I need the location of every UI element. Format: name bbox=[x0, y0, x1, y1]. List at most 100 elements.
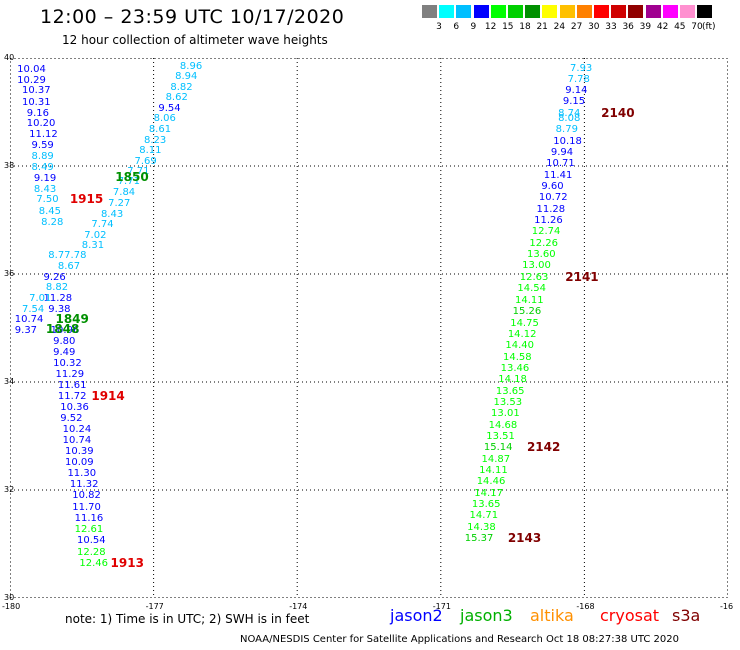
page-subtitle: 12 hour collection of altimeter wave hei… bbox=[62, 33, 328, 47]
swh-value: 10.82 bbox=[72, 490, 101, 502]
swh-value: 8.96 bbox=[179, 60, 203, 72]
swh-value: 10.36 bbox=[60, 401, 89, 413]
scale-label: 18 bbox=[519, 22, 531, 32]
swh-value: 8.49 bbox=[31, 162, 54, 174]
lon-tick-label: -174 bbox=[289, 602, 308, 611]
swh-value: 10.39 bbox=[65, 445, 94, 457]
swh-value: 8.43 bbox=[100, 208, 124, 220]
scale-swatch bbox=[611, 5, 627, 18]
scale-label: 70 bbox=[691, 22, 703, 32]
scale-swatch bbox=[508, 5, 523, 18]
swh-value: 13.00 bbox=[522, 260, 551, 272]
scale-label: 12 bbox=[484, 22, 497, 32]
swh-value: 12.46 bbox=[79, 557, 109, 569]
scale-label: 3 bbox=[436, 22, 442, 32]
swh-value: 13.51 bbox=[486, 431, 515, 442]
satellite-legend-jason3: jason3 bbox=[460, 606, 513, 625]
map-frame bbox=[10, 58, 728, 598]
swh-value: 10.74 bbox=[62, 434, 92, 446]
swh-value: 11.16 bbox=[74, 513, 104, 525]
swh-value: 13.53 bbox=[493, 396, 523, 408]
swh-value: 8.45 bbox=[38, 205, 61, 217]
scale-unit-label: (ft) bbox=[702, 22, 716, 32]
swh-value: 9.38 bbox=[48, 303, 71, 315]
swh-value: 9.94 bbox=[550, 146, 574, 158]
pass-time-label: 2142 bbox=[526, 440, 561, 455]
lat-tick-label: 40 bbox=[4, 53, 15, 62]
swh-value: 9.15 bbox=[562, 96, 586, 108]
swh-value: 13.65 bbox=[495, 385, 525, 397]
swh-value: 10.96 bbox=[50, 325, 80, 337]
swh-value: 8.82 bbox=[45, 281, 69, 293]
pass-time-label: 1848 bbox=[45, 321, 80, 336]
swh-value: 9.14 bbox=[565, 84, 588, 96]
swh-value: 11.72 bbox=[57, 391, 87, 403]
scale-swatch bbox=[525, 5, 541, 18]
swh-value: 9.80 bbox=[53, 335, 76, 347]
scale-swatch bbox=[645, 5, 661, 18]
swh-value: 8.82 bbox=[170, 81, 193, 93]
swh-value: 12.28 bbox=[77, 546, 106, 558]
swh-value: 9.52 bbox=[60, 412, 83, 424]
swh-value: 14.40 bbox=[505, 340, 535, 352]
swh-value: 11.12 bbox=[29, 129, 58, 141]
swh-value: 11.28 bbox=[536, 203, 566, 215]
swh-value: 7.84 bbox=[112, 186, 136, 198]
satellite-legend-altika: altika bbox=[530, 606, 574, 625]
lat-tick-label: 34 bbox=[4, 377, 15, 386]
swh-value: 14.54 bbox=[517, 283, 547, 295]
scale-label: 21 bbox=[536, 22, 548, 32]
swh-value: 8.79 bbox=[555, 124, 578, 136]
swh-value: 10.54 bbox=[77, 535, 106, 547]
scale-swatch bbox=[697, 5, 713, 18]
swh-value: 10.32 bbox=[53, 358, 82, 370]
swh-value: 13.65 bbox=[471, 499, 501, 511]
swh-value: 8.74 bbox=[558, 107, 581, 119]
scale-label: 6 bbox=[453, 22, 460, 32]
scale-swatch bbox=[559, 5, 575, 18]
swh-value: 8.61 bbox=[148, 123, 172, 135]
page-title: 12:00 – 23:59 UTC 10/17/2020 bbox=[40, 6, 345, 28]
pass-time-label: 1915 bbox=[69, 192, 104, 207]
scale-swatch bbox=[576, 5, 592, 18]
swh-value: 7.50 bbox=[36, 194, 59, 206]
swh-value: 7.71 bbox=[117, 176, 140, 188]
swh-value: 12.63 bbox=[519, 271, 549, 283]
swh-value: 9.26 bbox=[43, 271, 66, 283]
scale-label: 15 bbox=[502, 22, 514, 32]
swh-value: 10.09 bbox=[65, 456, 94, 468]
scale-swatch bbox=[456, 5, 472, 18]
swh-value: 11.26 bbox=[534, 215, 563, 226]
swh-value: 10.72 bbox=[538, 192, 568, 204]
swh-value: 7.93 bbox=[570, 62, 593, 74]
pass-time-label: 1914 bbox=[91, 389, 125, 404]
scale-label: 33 bbox=[605, 22, 617, 32]
satellite-legend-jason2: jason2 bbox=[390, 606, 443, 625]
note-text: note: 1) Time is in UTC; 2) SWH is in fe… bbox=[65, 612, 310, 626]
swh-value: 8.08 bbox=[558, 112, 581, 124]
swh-value: 12.26 bbox=[529, 237, 558, 249]
scale-swatch bbox=[680, 5, 695, 18]
pass-time-label: 1849 bbox=[55, 312, 89, 327]
scale-label: 36 bbox=[622, 22, 634, 32]
swh-value: 10.31 bbox=[21, 96, 51, 108]
lat-tick-label: 36 bbox=[4, 269, 15, 278]
swh-value: 9.60 bbox=[541, 180, 564, 192]
scale-swatch bbox=[542, 5, 558, 18]
pass-time-label: 2141 bbox=[565, 269, 599, 284]
swh-value: 14.87 bbox=[481, 453, 511, 465]
lat-tick-label: 32 bbox=[4, 485, 15, 494]
swh-value: 8.28 bbox=[41, 216, 64, 228]
swh-value: 8.77.78 bbox=[48, 250, 87, 262]
swh-value: 11.70 bbox=[72, 501, 101, 513]
swh-value: 11.61 bbox=[57, 379, 87, 391]
swh-value: 10.71 bbox=[546, 158, 575, 170]
swh-value: 8.62 bbox=[165, 91, 188, 103]
swh-value: 7.78 bbox=[567, 73, 590, 85]
swh-value: 9.16 bbox=[26, 107, 50, 119]
swh-value: 14.68 bbox=[488, 419, 518, 431]
swh-value: 8.11 bbox=[139, 145, 162, 157]
swh-value: 10.04 bbox=[17, 63, 46, 75]
scale-swatch bbox=[490, 5, 506, 18]
swh-value: 11.29 bbox=[55, 368, 85, 380]
